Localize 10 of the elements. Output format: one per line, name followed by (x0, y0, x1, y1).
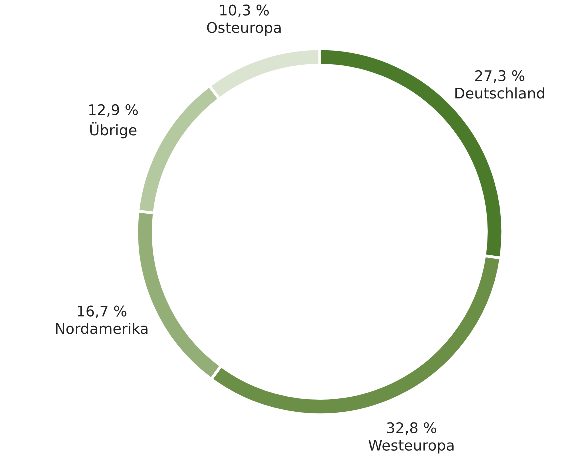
data-label: 32,8 % (387, 422, 436, 435)
slice-label: Deutschland (456, 88, 544, 99)
data-label: 12,9 % (89, 104, 138, 117)
slice-label: Osteuropa (207, 22, 281, 36)
slice-label: Westeuropa (368, 440, 454, 454)
slice-label: Nordamerika (56, 322, 148, 334)
data-label: 10,3 % (220, 4, 270, 18)
data-label: 16,7 % (78, 306, 127, 318)
slice-label: Übrige (90, 122, 137, 139)
data-label: 27,3 % (476, 70, 525, 83)
